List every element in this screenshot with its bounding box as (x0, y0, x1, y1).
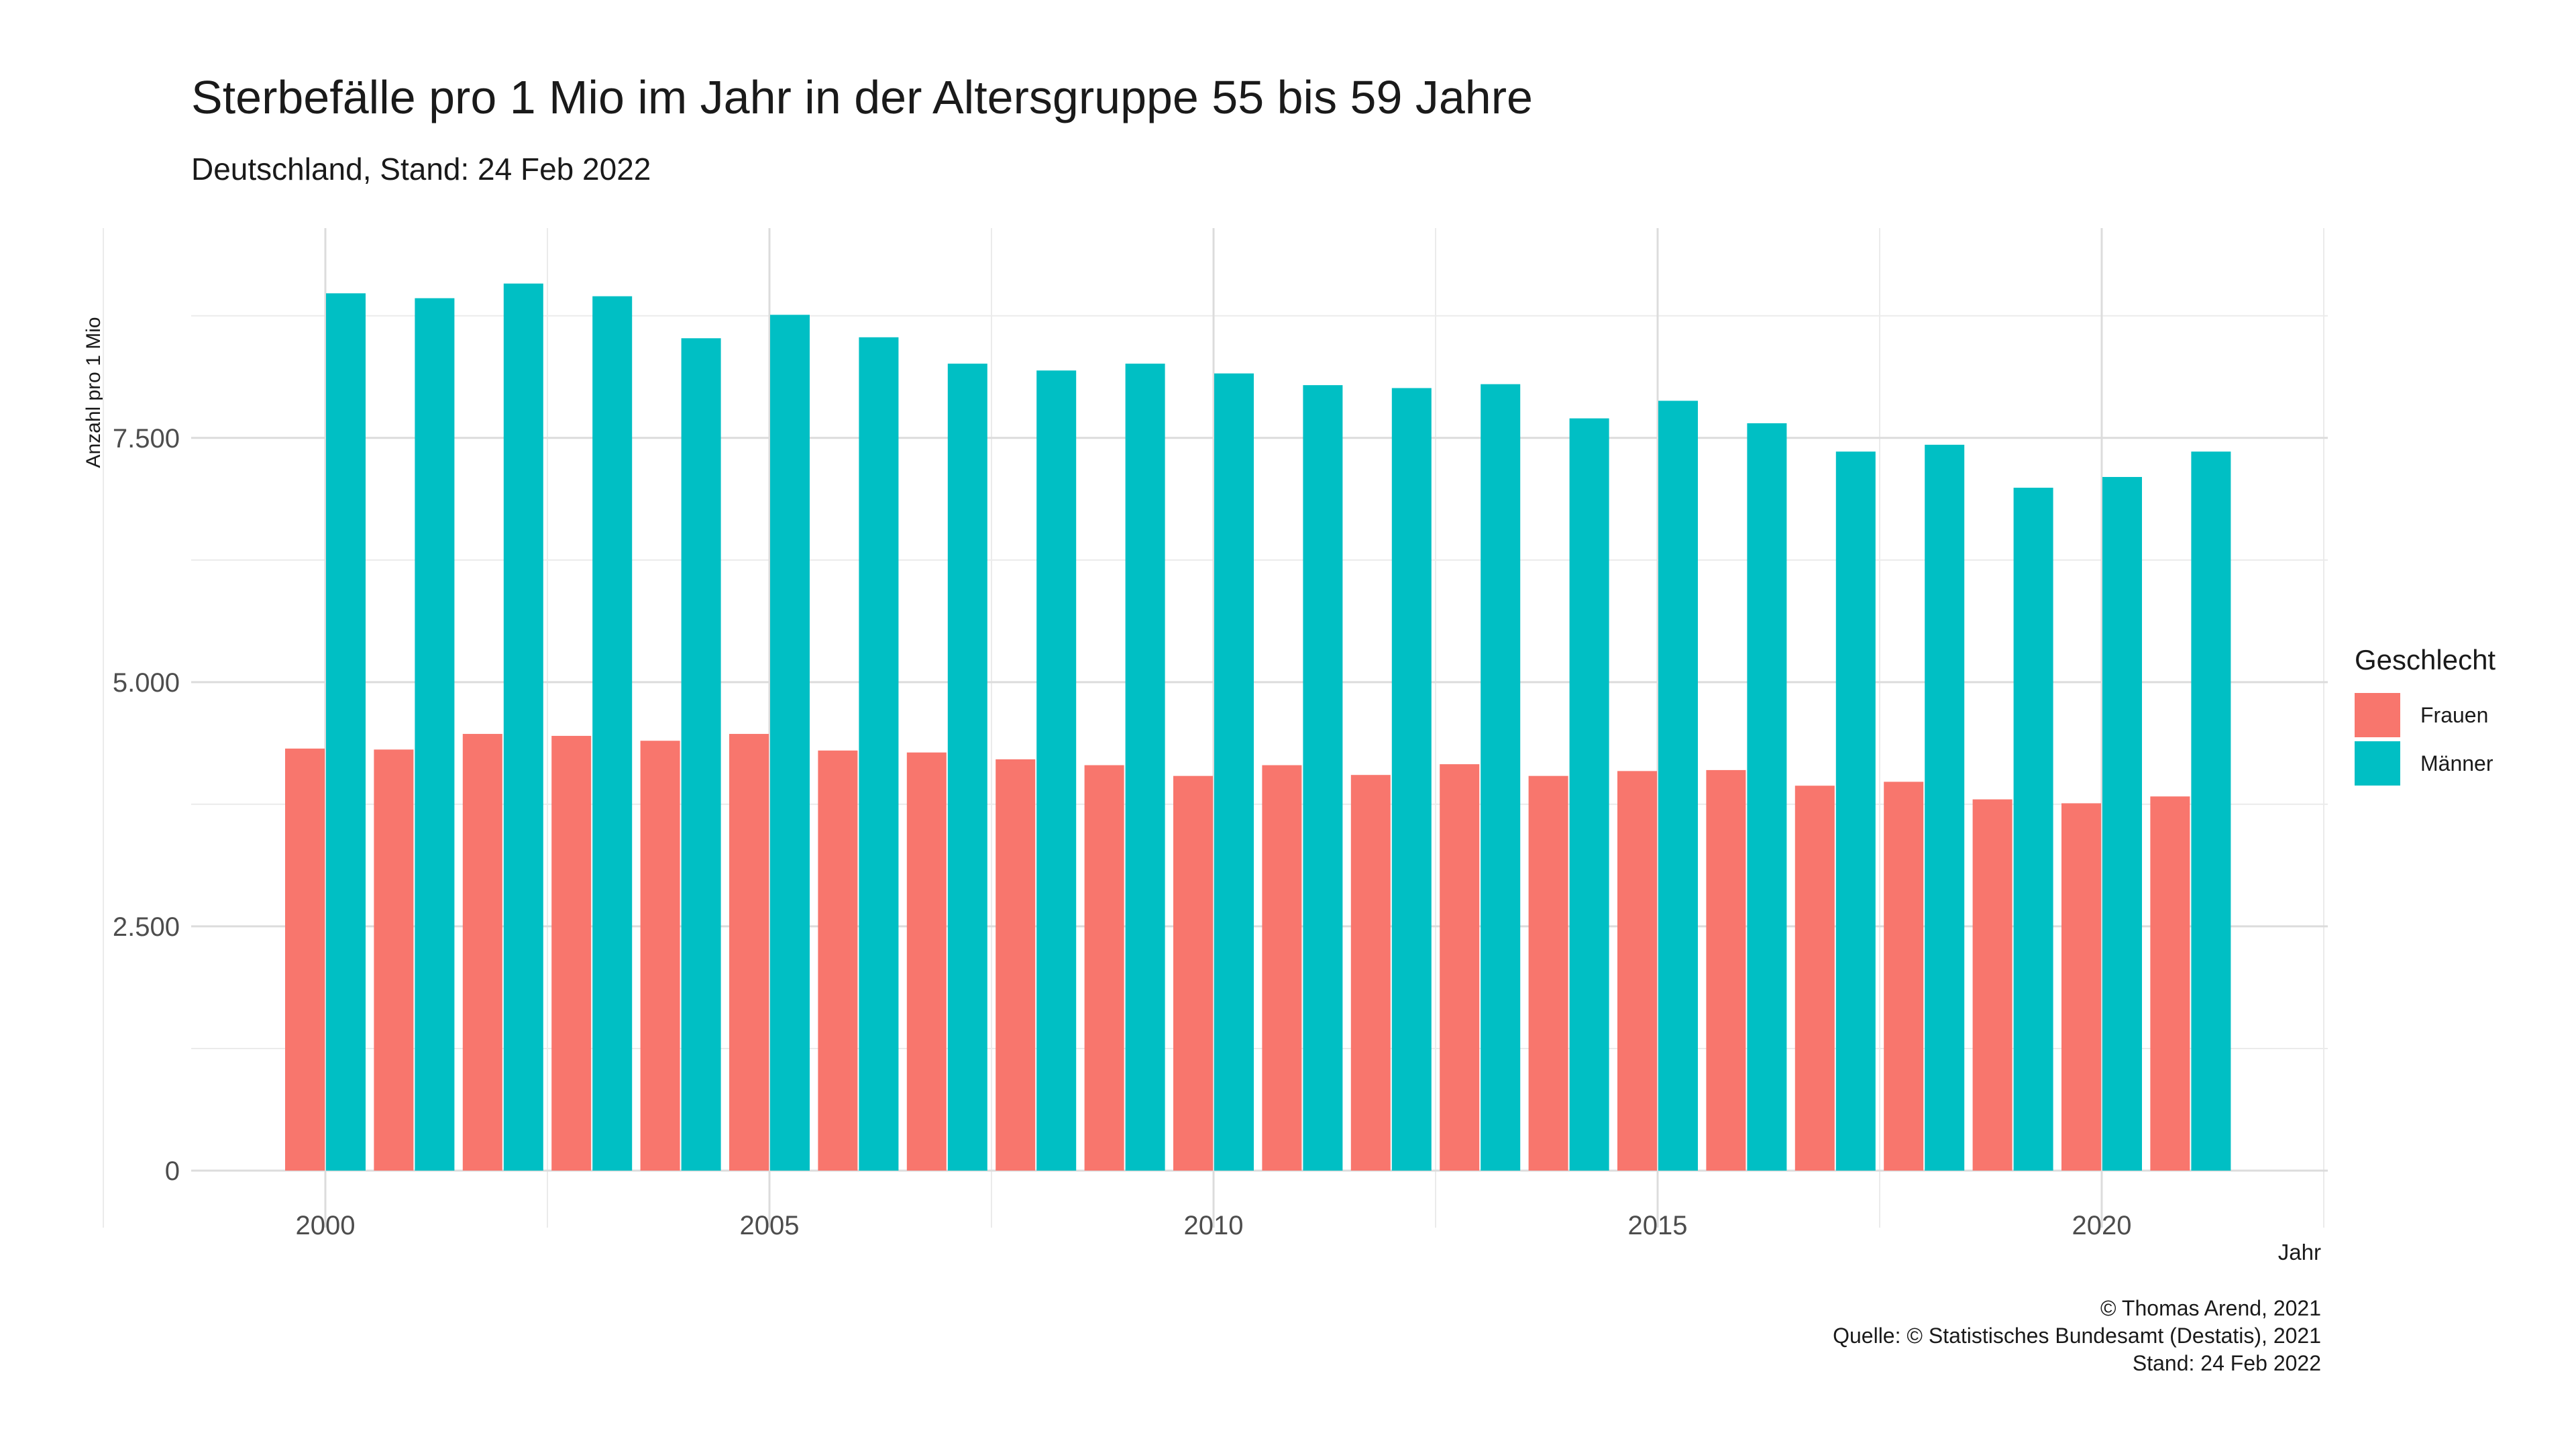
bar-maenner-2009 (1125, 364, 1165, 1171)
x-tick-label: 2005 (740, 1211, 800, 1240)
bar-frauen-2007 (906, 752, 947, 1171)
bar-frauen-2015 (1617, 771, 1657, 1171)
x-tick-label: 2000 (296, 1211, 356, 1240)
bar-maenner-2013 (1481, 384, 1521, 1171)
caption-author: © Thomas Arend, 2021 (2100, 1296, 2321, 1320)
bar-maenner-2007 (947, 364, 987, 1171)
bar-frauen-2012 (1350, 775, 1391, 1171)
bar-frauen-2006 (818, 750, 858, 1171)
bar-maenner-2001 (415, 298, 455, 1171)
y-tick-label: 5.000 (113, 668, 180, 698)
bar-maenner-2008 (1036, 370, 1077, 1171)
x-tick-label: 2010 (1184, 1211, 1244, 1240)
bar-frauen-2002 (462, 734, 502, 1171)
bar-maenner-2018 (1925, 444, 1965, 1171)
y-tick-label: 7.500 (113, 424, 180, 453)
bar-frauen-2016 (1706, 769, 1746, 1171)
bar-frauen-2001 (374, 749, 414, 1171)
bar-maenner-2006 (859, 337, 899, 1171)
legend-item-maenner: Männer (2355, 739, 2496, 788)
legend-label-frauen: Frauen (2420, 702, 2489, 727)
bar-frauen-2010 (1173, 775, 1213, 1171)
caption-date: Stand: 24 Feb 2022 (2132, 1351, 2321, 1375)
bar-frauen-2000 (285, 748, 325, 1171)
bar-frauen-2003 (551, 735, 592, 1171)
x-tick-label: 2015 (1628, 1211, 1688, 1240)
bar-frauen-2008 (996, 759, 1036, 1171)
bar-maenner-2002 (503, 283, 543, 1171)
bar-frauen-2020 (2061, 803, 2101, 1171)
caption: © Thomas Arend, 2021 Quelle: © Statistis… (1833, 1295, 2321, 1377)
y-tick-label: 2.500 (113, 912, 180, 942)
legend-key-maenner (2355, 741, 2400, 786)
bar-frauen-2005 (729, 734, 769, 1171)
bar-maenner-2017 (1835, 451, 1876, 1171)
bar-maenner-2004 (681, 338, 721, 1171)
bar-maenner-2011 (1303, 385, 1343, 1171)
bar-maenner-2015 (1658, 400, 1698, 1171)
bar-frauen-2004 (640, 741, 680, 1171)
bar-frauen-2009 (1084, 765, 1124, 1171)
legend-label-maenner: Männer (2420, 751, 2493, 775)
bar-maenner-2005 (770, 315, 810, 1171)
legend-item-frauen: Frauen (2355, 691, 2496, 739)
bar-frauen-2018 (1884, 782, 1924, 1171)
bar-frauen-2011 (1262, 765, 1302, 1171)
bar-maenner-2020 (2102, 477, 2142, 1171)
caption-source: Quelle: © Statistisches Bundesamt (Desta… (1833, 1324, 2321, 1348)
legend-key-frauen (2355, 693, 2400, 737)
x-tick-label: 2020 (2072, 1211, 2132, 1240)
bar-frauen-2013 (1440, 764, 1480, 1171)
bar-maenner-2000 (326, 293, 366, 1171)
y-tick-label: 0 (165, 1157, 180, 1186)
chart-subtitle: Deutschland, Stand: 24 Feb 2022 (191, 152, 651, 186)
bar-frauen-2017 (1794, 786, 1835, 1171)
bar-maenner-2003 (592, 296, 633, 1171)
bar-maenner-2014 (1569, 418, 1609, 1171)
chart-title: Sterbefälle pro 1 Mio im Jahr in der Alt… (191, 71, 1533, 123)
bar-maenner-2016 (1747, 423, 1787, 1171)
bar-frauen-2019 (1972, 799, 2012, 1171)
bar-maenner-2010 (1214, 373, 1254, 1171)
legend: Geschlecht Frauen Männer (2355, 644, 2496, 788)
bar-frauen-2014 (1528, 775, 1568, 1171)
legend-title: Geschlecht (2355, 644, 2496, 676)
bar-frauen-2021 (2150, 796, 2190, 1171)
bar-maenner-2019 (2013, 488, 2053, 1171)
x-axis-label: Jahr (2277, 1240, 2321, 1265)
bar-maenner-2012 (1391, 388, 1432, 1171)
bar-maenner-2021 (2191, 451, 2231, 1171)
